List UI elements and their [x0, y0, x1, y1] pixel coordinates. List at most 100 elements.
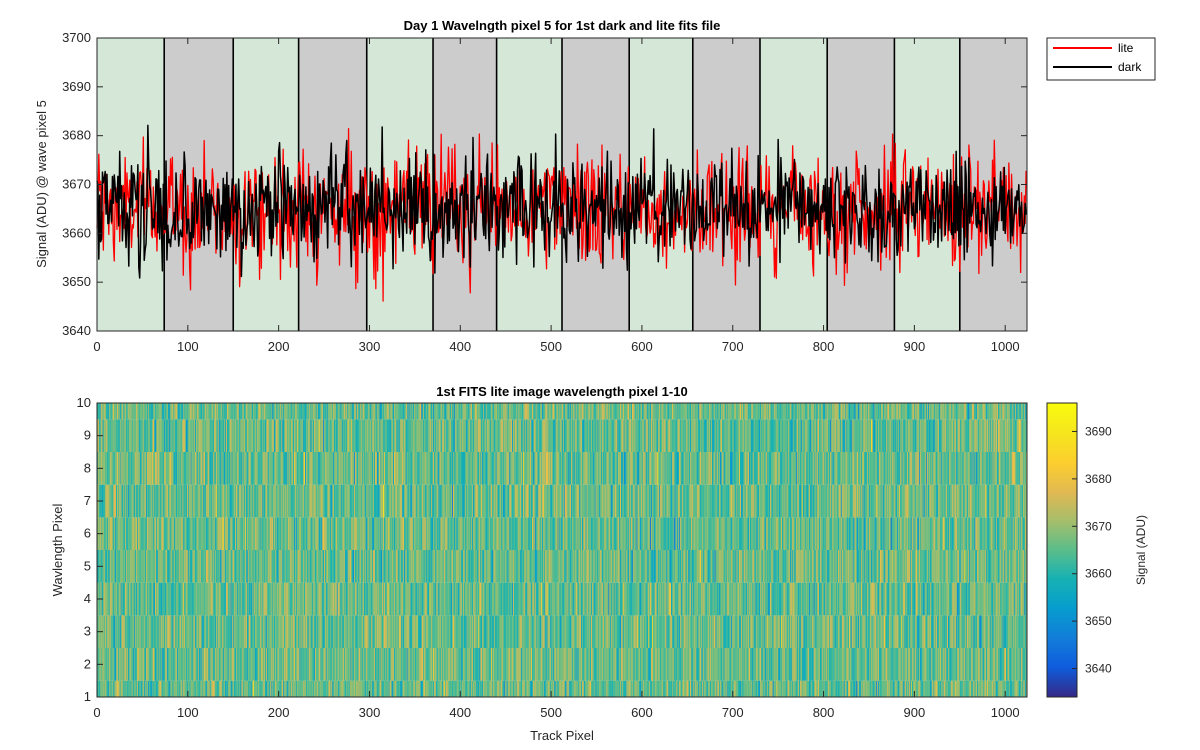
heatmap-cell: [547, 550, 549, 583]
heatmap-cell: [462, 680, 464, 697]
heatmap-cell: [304, 550, 307, 583]
heatmap-cell: [985, 648, 987, 681]
heatmap-cell: [667, 680, 669, 697]
heatmap-cell: [450, 582, 452, 616]
heatmap-cell: [693, 615, 695, 648]
heatmap-cell: [306, 550, 309, 583]
x-tick-label: 900: [904, 339, 926, 354]
heatmap-cell: [477, 582, 479, 616]
heatmap-cell: [245, 550, 247, 583]
heatmap-cell: [254, 615, 256, 648]
heatmap-cell: [277, 550, 279, 583]
heatmap-cell: [161, 582, 163, 616]
heatmap-cell: [1011, 582, 1013, 616]
heatmap-cell: [141, 648, 143, 681]
heatmap-cell: [836, 582, 838, 616]
heatmap-cell: [539, 615, 541, 648]
heatmap-cell: [773, 615, 775, 648]
heatmap-cell: [669, 615, 671, 648]
heatmap-cell: [268, 680, 270, 697]
heatmap-cell: [319, 680, 321, 697]
heatmap-cell: [182, 615, 184, 648]
heatmap-cell: [207, 648, 210, 681]
heatmap-cell: [453, 582, 455, 616]
heatmap-cell: [726, 615, 728, 648]
heatmap-cell: [264, 680, 266, 697]
heatmap-cell: [566, 680, 568, 697]
heatmap-cell: [488, 582, 490, 616]
heatmap-cell: [314, 615, 316, 648]
heatmap-cell: [169, 550, 171, 583]
heatmap-cell: [990, 615, 992, 648]
heatmap-cell: [117, 550, 120, 583]
heatmap-cell: [620, 680, 622, 697]
heatmap-cell: [310, 615, 312, 648]
heatmap-cell: [667, 582, 669, 616]
heatmap-cell: [1002, 582, 1004, 616]
heatmap-cell: [615, 648, 617, 681]
heatmap-cell: [315, 582, 318, 616]
heatmap-cell: [235, 550, 238, 583]
heatmap-cell: [228, 582, 230, 616]
heatmap-cell: [763, 582, 765, 616]
heatmap-cell: [167, 648, 170, 681]
heatmap-cell: [658, 582, 660, 616]
heatmap-cell: [103, 582, 105, 616]
heatmap-cell: [845, 648, 847, 681]
heatmap-cell: [647, 615, 649, 648]
heatmap-cell: [754, 680, 756, 697]
heatmap-cell: [197, 550, 200, 583]
heatmap-cell: [559, 550, 561, 583]
heatmap-cell: [568, 582, 570, 616]
heatmap-cell: [504, 648, 507, 681]
heatmap-cell: [105, 615, 107, 648]
heatmap-cell: [352, 615, 354, 648]
heatmap-cell: [851, 648, 853, 681]
heatmap-cell: [310, 648, 312, 681]
heatmap-cell: [890, 648, 893, 681]
heatmap-cell: [166, 648, 169, 681]
heatmap-cell: [379, 582, 381, 616]
heatmap-cell: [316, 582, 319, 616]
heatmap-cell: [729, 582, 731, 616]
heatmap-cell: [354, 615, 357, 648]
heatmap-cell: [247, 582, 250, 616]
legend[interactable]: lite dark: [1046, 37, 1156, 81]
heatmap-cell: [813, 582, 815, 616]
heatmap-cell: [641, 648, 643, 681]
heatmap-cell: [542, 550, 545, 583]
heatmap-cell: [187, 648, 190, 681]
heatmap-cell: [300, 582, 302, 616]
heatmap-cell: [392, 615, 394, 648]
heatmap-cell: [1016, 582, 1018, 616]
heatmap-cell: [140, 582, 142, 616]
heatmap-cell: [567, 550, 569, 583]
heatmap-cell: [379, 615, 381, 648]
heatmap-cell: [300, 550, 302, 583]
heatmap-cell: [893, 648, 895, 681]
heatmap-cell: [160, 680, 162, 697]
heatmap-cell: [885, 615, 887, 648]
heatmap-cell: [520, 648, 522, 681]
heatmap-cell: [331, 582, 333, 616]
heatmap-cell: [841, 680, 843, 697]
heatmap-cell: [347, 648, 349, 681]
heatmap-cell: [849, 648, 852, 681]
heatmap-cell: [668, 648, 670, 681]
heatmap-cell: [205, 615, 208, 648]
heatmap-cell: [1006, 680, 1008, 697]
heatmap-cell: [180, 550, 182, 583]
heatmap-cell: [722, 680, 725, 697]
heatmap-cell: [355, 582, 358, 616]
heatmap-cell: [166, 582, 168, 616]
heatmap-cell: [481, 648, 483, 681]
heatmap-cell: [356, 680, 359, 697]
heatmap-cell: [1006, 582, 1008, 616]
heatmap-cell: [320, 680, 322, 697]
heatmap-cell: [320, 615, 322, 648]
heatmap-cell: [462, 550, 464, 583]
heatmap-cell: [265, 648, 268, 681]
heatmap-cell: [752, 680, 754, 697]
heatmap-cell: [217, 582, 220, 616]
heatmap-cell: [760, 550, 763, 583]
